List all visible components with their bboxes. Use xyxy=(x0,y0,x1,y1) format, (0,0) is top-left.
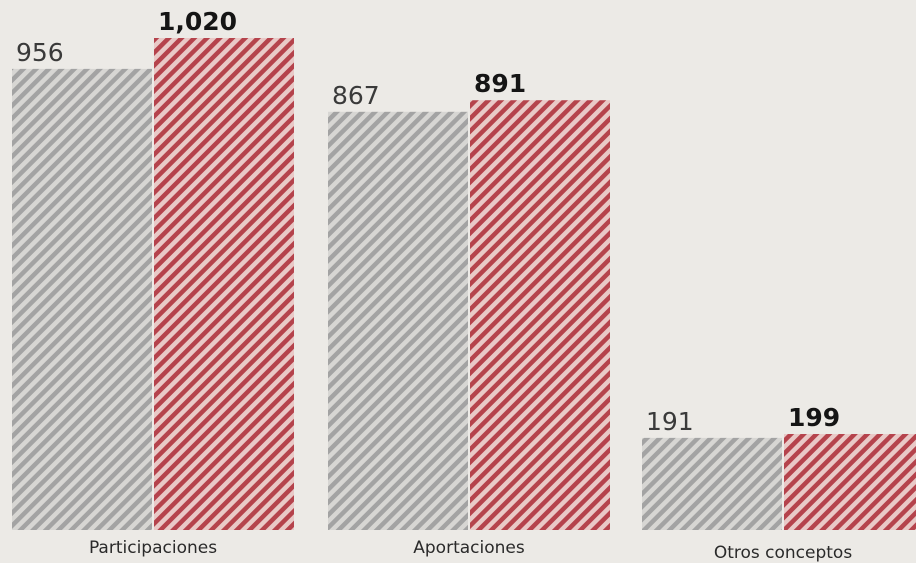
value-label-participaciones-series-2: 1,020 xyxy=(158,7,237,36)
category-label-aportaciones: Aportaciones xyxy=(413,538,525,558)
bar-participaciones-series-1 xyxy=(12,68,152,530)
bar-participaciones-series-2 xyxy=(154,38,294,530)
bar-otros-conceptos-series-1 xyxy=(642,437,782,530)
bar-otros-conceptos-series-2 xyxy=(784,434,916,530)
category-label-otros-conceptos: Otros conceptos xyxy=(714,543,853,563)
value-label-otros-conceptos-series-2: 199 xyxy=(788,403,840,432)
category-label-participaciones: Participaciones xyxy=(89,538,217,558)
bar-aportaciones-series-2 xyxy=(470,100,610,531)
value-label-otros-conceptos-series-1: 191 xyxy=(646,407,694,436)
value-label-aportaciones-series-1: 867 xyxy=(332,81,380,110)
value-label-aportaciones-series-2: 891 xyxy=(474,69,526,98)
value-label-participaciones-series-1: 956 xyxy=(16,38,64,67)
bar-aportaciones-series-1 xyxy=(328,111,468,531)
